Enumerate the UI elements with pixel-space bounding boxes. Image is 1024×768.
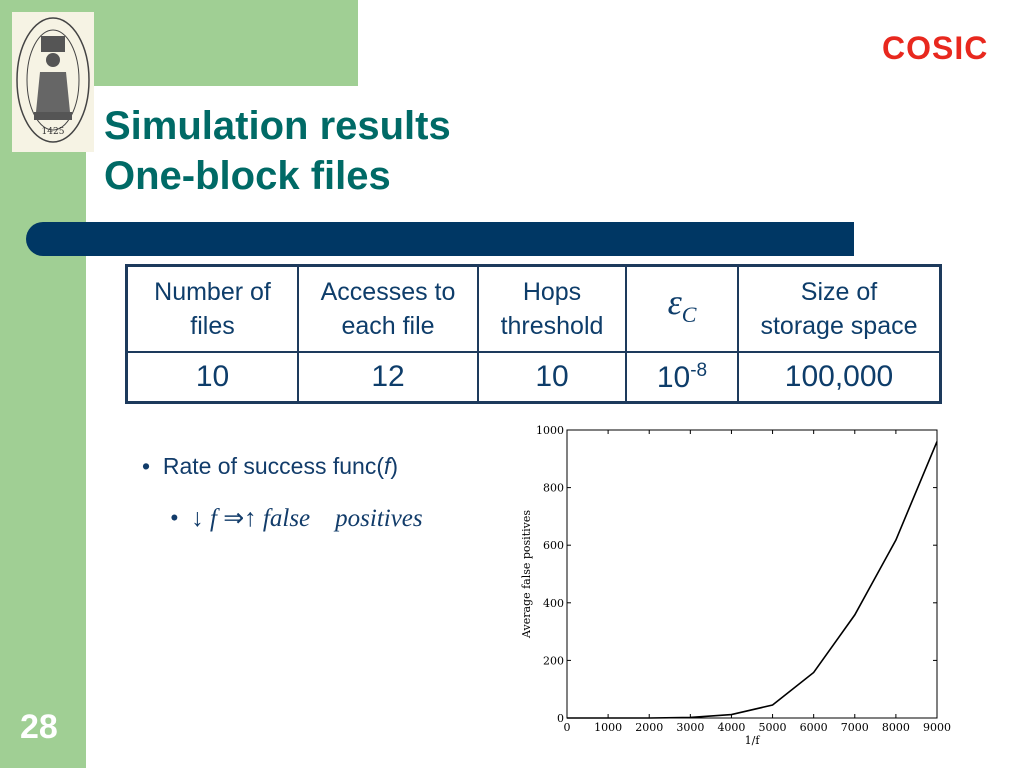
y-tick-label: 200 [543, 654, 564, 667]
value-number-of-files: 10 [125, 351, 299, 404]
header-number-of-files: Number of files [125, 264, 299, 353]
page-number: 28 [20, 708, 58, 746]
x-tick-label: 9000 [923, 721, 951, 734]
plot-frame [566, 429, 938, 719]
x-tick-label: 4000 [717, 721, 745, 734]
parameters-table: Number of files Accesses to each file Hops… [125, 264, 942, 404]
header-accesses: Accesses to each file [297, 264, 479, 353]
title-line-1: Simulation results [104, 104, 451, 148]
bullet-rate-of-success: • Rate of success func(f) [142, 453, 399, 479]
seal-image: 1425 [16, 17, 90, 143]
false-positives-chart: 0 1000 2000 3000 4000 5000 6000 7000 8000 9000 0 20… [520, 424, 951, 747]
seal-year: 1425 [42, 127, 65, 137]
x-tick-label: 0 [564, 721, 571, 734]
value-epsilon: 10-8 [625, 351, 739, 404]
green-header-block [86, 0, 358, 86]
y-tick-label: 0 [557, 712, 564, 725]
x-tick-label: 7000 [841, 721, 869, 734]
university-seal: 1425 [12, 12, 94, 152]
x-tick-label: 6000 [800, 721, 828, 734]
epsilon-exponent: -8 [690, 359, 708, 381]
x-tick-label: 1000 [594, 721, 622, 734]
y-tick-label: 400 [543, 597, 564, 610]
bullet-false-positives: • ↓ f ⇒↑ false positives [170, 505, 423, 532]
title-line-2: One-block files [104, 154, 391, 198]
value-accesses: 12 [297, 351, 479, 404]
y-axis-label: Average false positives [520, 510, 533, 639]
title-divider-bar [26, 222, 854, 256]
value-hops-threshold: 10 [477, 351, 627, 404]
y-tick-label: 600 [543, 539, 564, 552]
y-tick-label: 800 [543, 482, 564, 495]
epsilon-symbol: εC [667, 282, 697, 328]
value-storage-size: 100,000 [737, 351, 942, 404]
series-line [567, 441, 938, 719]
x-tick-label: 3000 [676, 721, 704, 734]
table-row: 10 12 10 10-8 100,000 [125, 351, 942, 404]
y-tick-label: 1000 [536, 424, 564, 437]
x-tick-label: 5000 [759, 721, 787, 734]
table-header-row: Number of files Accesses to each file Hops… [125, 264, 942, 353]
x-tick-label: 2000 [635, 721, 663, 734]
x-tick-label: 8000 [882, 721, 910, 734]
cosic-logo: COSIC [882, 30, 989, 66]
header-storage-size: Size of storage space [737, 264, 942, 353]
slide-title: Simulation results One-block files [104, 101, 451, 201]
header-hops-threshold: Hops threshold [477, 264, 627, 353]
x-axis-label: 1/f [745, 734, 761, 747]
header-epsilon: εC [625, 264, 739, 353]
